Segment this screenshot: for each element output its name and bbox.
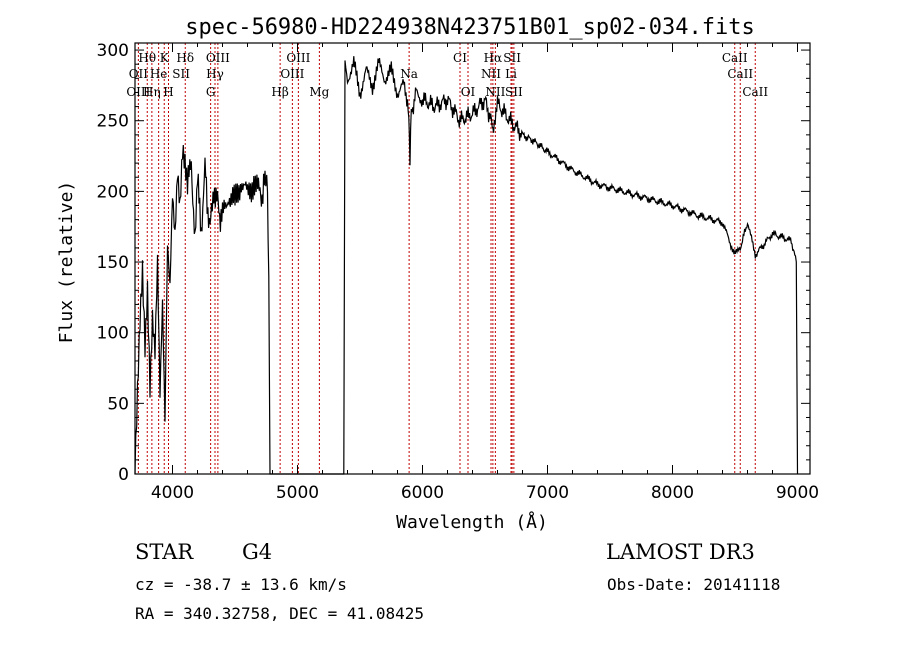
line-label-NII-6583: NII xyxy=(485,85,505,99)
line-label-OIII-4959: OIII xyxy=(280,67,304,81)
y-tick-label-250: 250 xyxy=(97,112,129,132)
object-class: STAR xyxy=(135,540,194,564)
line-label-CaII-8542: CaII xyxy=(727,67,753,81)
line-label-OII-3727: OII xyxy=(129,67,149,81)
emission-line-markers xyxy=(137,43,756,474)
x-tick-label-5000: 5000 xyxy=(276,483,319,503)
line-label-He-3889: He xyxy=(150,67,168,81)
y-tick-label-300: 300 xyxy=(97,41,129,61)
line-label-CaII-8662: CaII xyxy=(742,85,768,99)
line-label-NII-6548: NII xyxy=(481,67,501,81)
x-tick-label-6000: 6000 xyxy=(401,483,444,503)
line-label-SII-4069: SII xyxy=(172,67,190,81)
x-axis-label: Wavelength (Å) xyxy=(396,511,548,533)
redshift-velocity: cz = -38.7 ± 13.6 km/s xyxy=(135,575,347,594)
line-label-Na-5893: Na xyxy=(400,67,418,81)
line-label-H-3968: H xyxy=(163,85,173,99)
object-subclass: G4 xyxy=(242,540,273,564)
line-label-Li-6708: Li xyxy=(505,67,517,81)
line-label-OI-6364: OI xyxy=(461,85,476,99)
line-label-OIII-5007: OIII xyxy=(286,51,310,65)
line-label-Hα-6563: Hα xyxy=(484,51,503,65)
survey-name: LAMOST DR3 xyxy=(606,540,755,564)
x-tick-label-7000: 7000 xyxy=(526,483,569,503)
y-tick-label-100: 100 xyxy=(97,324,129,344)
x-tick-label-9000: 9000 xyxy=(776,483,819,503)
x-axis-ticks: 4000 5000 6000 7000 8000 9000 xyxy=(151,43,819,503)
x-tick-label-8000: 8000 xyxy=(651,483,694,503)
line-label-Mg-5175: Mg xyxy=(309,85,329,99)
line-label-G-4305: G xyxy=(206,85,216,99)
y-tick-label-150: 150 xyxy=(97,253,129,273)
spectrum-line xyxy=(134,56,799,475)
line-label-OIII-4363: OIII xyxy=(206,51,230,65)
chart-title: spec-56980-HD224938N423751B01_sp02-034.f… xyxy=(185,15,755,40)
line-label-Hη-3835: Hη xyxy=(143,85,161,99)
line-label-Hγ-4340: Hγ xyxy=(206,67,224,81)
line-label-Hθ-3798: Hθ xyxy=(138,51,156,65)
y-tick-label-0: 0 xyxy=(118,465,129,485)
y-tick-label-50: 50 xyxy=(107,394,129,414)
line-label-Hδ-4102: Hδ xyxy=(176,51,194,65)
line-label-CaII-8498: CaII xyxy=(722,51,748,65)
line-label-SII-6731: SII xyxy=(505,85,523,99)
observation-date: Obs-Date: 20141118 xyxy=(607,575,781,594)
coordinates: RA = 340.32758, DEC = 41.08425 xyxy=(135,604,424,623)
y-tick-label-200: 200 xyxy=(97,182,129,202)
y-axis-label: Flux (relative) xyxy=(56,181,77,344)
line-label-Hβ-4861: Hβ xyxy=(271,85,288,99)
spectrum-chart: spec-56980-HD224938N423751B01_sp02-034.f… xyxy=(56,15,819,533)
line-label-CI-6300: CI xyxy=(453,51,467,65)
line-label-K-3934: K xyxy=(160,51,170,65)
x-tick-label-4000: 4000 xyxy=(151,483,194,503)
line-label-SII-6717: SII xyxy=(503,51,521,65)
y-axis-ticks: 0 50 100 150 200 250 300 xyxy=(97,41,810,485)
